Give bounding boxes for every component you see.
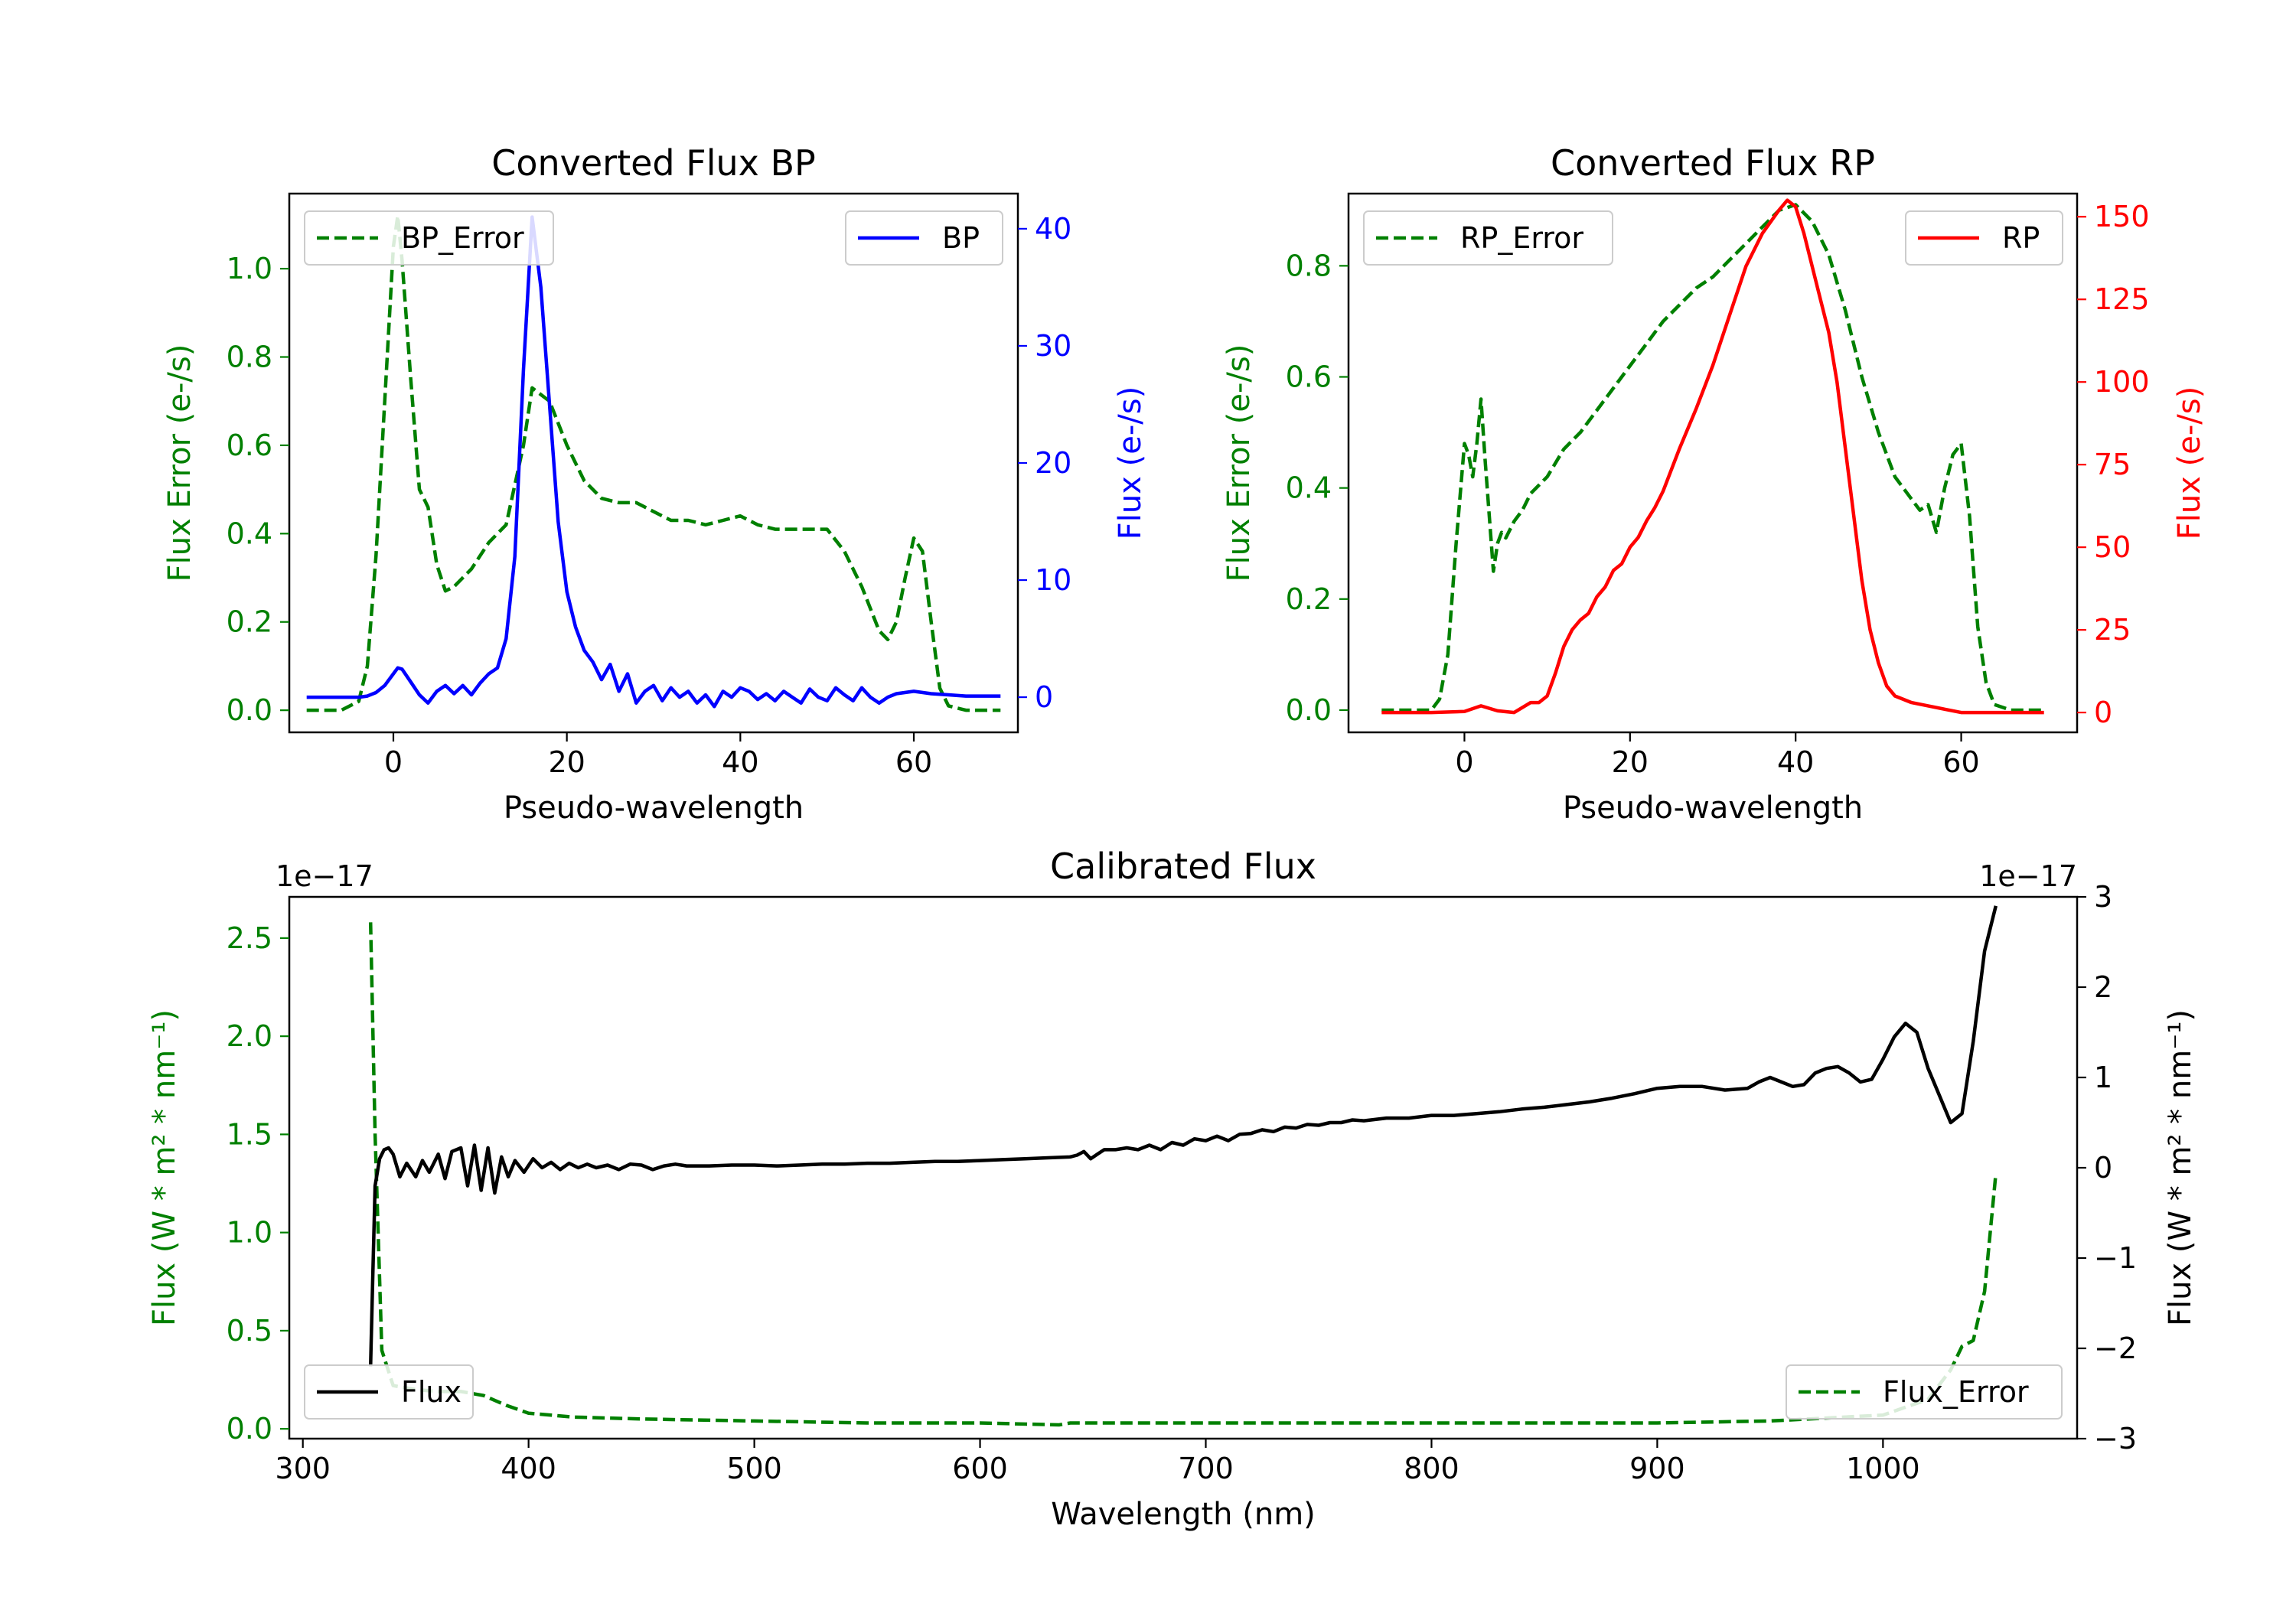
rp-ytick-right-label: 25: [2094, 613, 2131, 647]
rp-xtick-label: 20: [1612, 745, 1649, 779]
bp-legend-label: BP_Error: [401, 221, 524, 255]
calibrated-offset-left: 1e−17: [276, 859, 373, 893]
rp-legend-flux: RP: [1905, 210, 2063, 266]
calibrated-ytick-left-label: 1.0: [227, 1216, 272, 1250]
calibrated-ytick-left-label: 1.5: [227, 1117, 272, 1151]
rp-ylabel-left: Flux Error (e-/s): [1221, 344, 1257, 582]
rp-ytick-right-label: 150: [2094, 200, 2150, 233]
bp-xtick-label: 20: [548, 745, 585, 779]
calibrated-series-flux: [368, 905, 1998, 1367]
calibrated-legend-flux-error: Flux_Error: [1786, 1364, 2063, 1420]
rp-ytick-right-label: 125: [2094, 282, 2150, 316]
rp-title: Converted Flux RP: [1551, 142, 1875, 184]
bp-legend-box: [304, 210, 554, 266]
bp-ylabel-right: Flux (e-/s): [1113, 386, 1148, 539]
rp-series-rp: [1381, 198, 2044, 715]
rp-ytick-right-label: 0: [2094, 696, 2112, 729]
rp-legend-label: RP_Error: [1460, 221, 1583, 255]
bp-chart: 0 20 40 60 0.0 0.2 0.4 0.6 0.8 1.0 0 10 20 30 40 Conver…: [162, 142, 1148, 826]
calibrated-xlabel: Wavelength (nm): [1051, 1497, 1316, 1532]
bp-ytick-right-label: 20: [1035, 446, 1071, 480]
calibrated-ytick-right-label: 1: [2094, 1061, 2112, 1094]
calibrated-ytick-left-label: 0.5: [227, 1314, 272, 1348]
bp-xtick-label: 40: [722, 745, 758, 779]
bp-ytick-right-label: 0: [1035, 680, 1053, 714]
rp-chart: 0 20 40 60 0.0 0.2 0.4 0.6 0.8 0 25 50 75 100 125 150 Co…: [1221, 142, 2207, 826]
calibrated-xtick-label: 900: [1629, 1452, 1685, 1485]
bp-title: Converted Flux BP: [491, 142, 816, 184]
calibrated-legend-label: Flux_Error: [1883, 1375, 2029, 1409]
rp-xtick-label: 0: [1455, 745, 1473, 779]
rp-ytick-right-label: 100: [2094, 365, 2150, 399]
calibrated-ytick-right-label: 2: [2094, 970, 2112, 1004]
calibrated-ytick-left-label: 2.0: [227, 1019, 272, 1053]
bp-ylabel-left: Flux Error (e-/s): [162, 344, 197, 582]
rp-legend-label: RP: [2002, 221, 2040, 255]
rp-xlabel: Pseudo-wavelength: [1563, 790, 1863, 826]
calibrated-ytick-left-label: 0.0: [227, 1412, 272, 1446]
rp-ytick-left-label: 0.8: [1286, 249, 1332, 282]
calibrated-legend-label: Flux: [401, 1375, 461, 1409]
calibrated-xtick-label: 300: [275, 1452, 331, 1485]
rp-ytick-left-label: 0.6: [1286, 360, 1332, 394]
calibrated-ylabel-right: Flux (W * m² * nm⁻¹): [2163, 1009, 2198, 1326]
bp-xtick-label: 60: [895, 745, 932, 779]
bp-xlabel: Pseudo-wavelength: [504, 790, 804, 826]
calibrated-ytick-right-label: 3: [2094, 880, 2112, 914]
calibrated-legend-box: [1786, 1364, 2063, 1420]
rp-legend-box: [1905, 210, 2063, 266]
calibrated-ytick-right-label: 0: [2094, 1151, 2112, 1185]
bp-ytick-right-label: 30: [1035, 329, 1071, 363]
bp-axes-frame: [288, 192, 1019, 734]
bp-ytick-right-label: 40: [1035, 212, 1071, 246]
rp-xtick-label: 60: [1942, 745, 1979, 779]
calibrated-series-flux-error: [368, 922, 1998, 1427]
bp-ytick-left-label: 0.8: [227, 341, 272, 374]
bp-legend-error: BP_Error: [304, 210, 554, 266]
bp-xtick-label: 0: [384, 745, 403, 779]
rp-xtick-label: 40: [1777, 745, 1814, 779]
bp-ytick-left-label: 1.0: [227, 252, 272, 285]
bp-ytick-left-label: 0.2: [227, 605, 272, 639]
calibrated-xtick-label: 400: [501, 1452, 556, 1485]
calibrated-ylabel-left: Flux (W * m² * nm⁻¹): [147, 1009, 182, 1326]
calibrated-chart: 300 400 500 600 700 800 900 1000 0.0 0.5 1.0 1.5 2.0…: [147, 846, 2198, 1532]
bp-ytick-right-label: 10: [1035, 563, 1071, 597]
bp-series-bp-error: [306, 214, 1001, 712]
calibrated-ytick-left-label: 2.5: [227, 921, 272, 955]
calibrated-xtick-label: 700: [1178, 1452, 1234, 1485]
calibrated-legend-flux: Flux: [304, 1364, 474, 1420]
calibrated-ytick-right-label: −1: [2094, 1241, 2137, 1275]
rp-ylabel-right: Flux (e-/s): [2172, 386, 2207, 539]
calibrated-legend-box: [304, 1364, 474, 1420]
rp-axes-frame: [1347, 192, 2079, 734]
calibrated-xtick-label: 800: [1404, 1452, 1459, 1485]
rp-ytick-right-label: 50: [2094, 530, 2131, 564]
bp-legend-flux: BP: [845, 210, 1003, 266]
rp-ytick-left-label: 0.2: [1286, 582, 1332, 616]
rp-legend-box: [1363, 210, 1613, 266]
rp-ytick-right-label: 75: [2094, 448, 2131, 481]
bp-series-bp: [306, 215, 1001, 709]
bp-legend-box: [845, 210, 1003, 266]
calibrated-ytick-right-label: −3: [2094, 1422, 2137, 1455]
bp-ytick-left-label: 0.6: [227, 429, 272, 462]
rp-ytick-left-label: 0.0: [1286, 693, 1332, 727]
calibrated-xtick-label: 1000: [1846, 1452, 1920, 1485]
rp-legend-error: RP_Error: [1363, 210, 1613, 266]
calibrated-xtick-label: 500: [726, 1452, 782, 1485]
bp-ytick-left-label: 0.0: [227, 693, 272, 727]
bp-legend-label: BP: [942, 221, 980, 255]
calibrated-offset-right: 1e−17: [1979, 859, 2077, 893]
calibrated-title: Calibrated Flux: [1050, 846, 1316, 887]
bp-ytick-left-label: 0.4: [227, 517, 272, 550]
calibrated-xtick-label: 600: [952, 1452, 1008, 1485]
rp-series-rp-error: [1381, 203, 2044, 712]
rp-ytick-left-label: 0.4: [1286, 471, 1332, 505]
calibrated-ytick-right-label: −2: [2094, 1332, 2137, 1365]
